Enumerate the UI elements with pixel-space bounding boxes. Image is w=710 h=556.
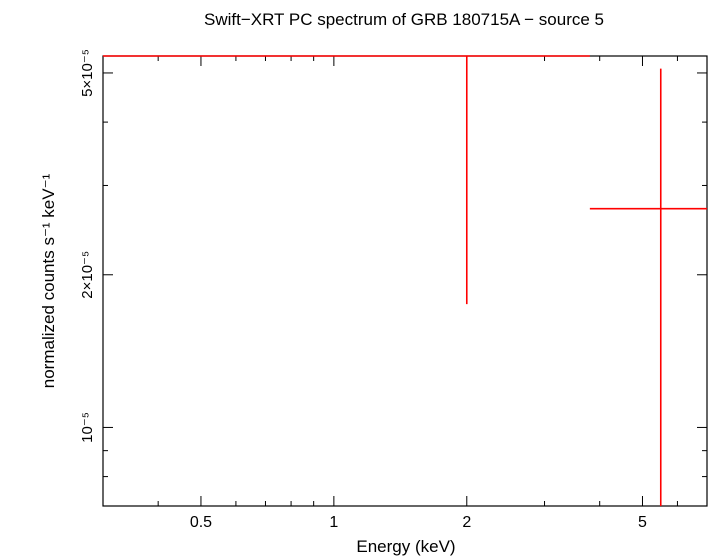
x-tick-label: 0.5 (190, 514, 212, 531)
x-tick-label: 2 (462, 514, 471, 531)
plot-area: 0.5 1 2 5 10⁻⁵ 2×10⁻⁵ 5×10⁻⁵ (79, 49, 708, 531)
chart-title: Swift−XRT PC spectrum of GRB 180715A − s… (204, 10, 604, 29)
y-axis-label: normalized counts s⁻¹ keV⁻¹ (39, 173, 58, 388)
y-tick-label: 2×10⁻⁵ (79, 251, 96, 299)
x-tick-label: 1 (329, 514, 338, 531)
plot-frame (102, 55, 708, 507)
x-axis-label: Energy (keV) (356, 537, 455, 556)
y-tick-label: 5×10⁻⁵ (79, 49, 96, 97)
x-tick-label: 5 (638, 514, 647, 531)
y-tick-label: 10⁻⁵ (79, 412, 96, 443)
